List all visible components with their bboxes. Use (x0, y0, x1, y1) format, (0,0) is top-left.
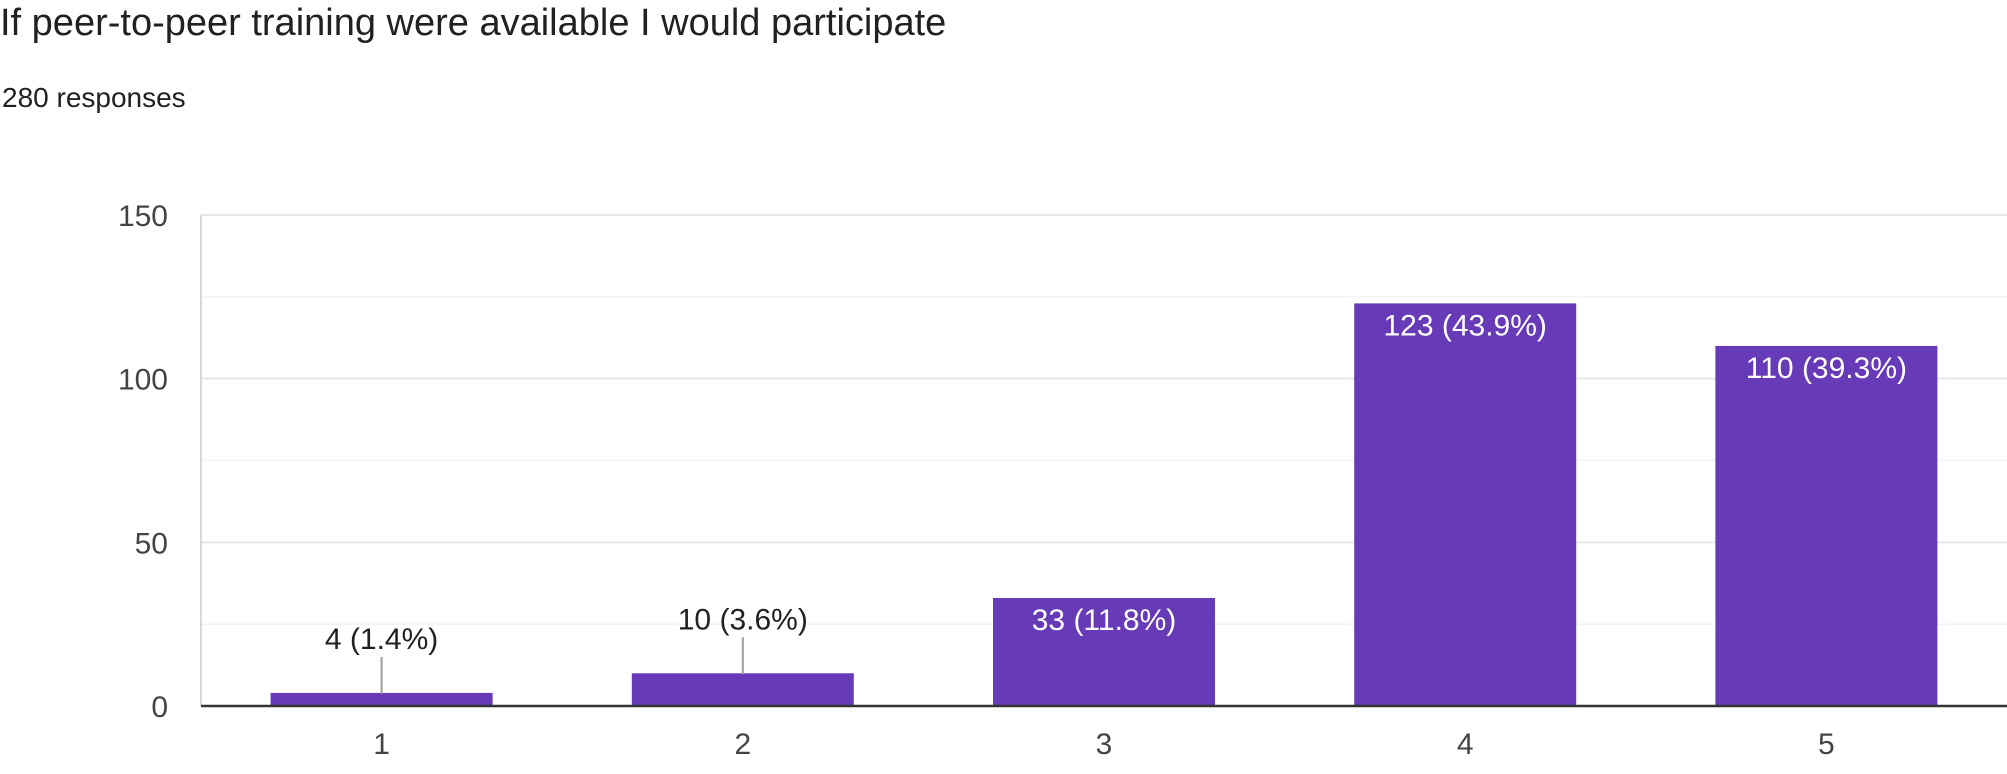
bar-4 (1354, 303, 1577, 706)
y-tick-label: 150 (118, 200, 168, 233)
data-label: 123 (43.9%) (1383, 309, 1546, 342)
x-tick-label: 2 (734, 728, 751, 761)
data-label: 33 (11.8%) (1032, 604, 1177, 637)
bar-1 (270, 692, 493, 706)
data-label: 4 (1.4%) (325, 623, 438, 656)
x-tick-label: 4 (1457, 728, 1474, 761)
x-tick-label: 3 (1096, 728, 1113, 761)
data-label: 10 (3.6%) (678, 603, 808, 636)
y-tick-label: 0 (151, 691, 168, 724)
x-tick-label: 5 (1818, 728, 1835, 761)
y-tick-label: 50 (135, 527, 168, 560)
bar-3 (993, 597, 1215, 706)
chart-title: If peer-to-peer training were available … (0, 2, 947, 44)
response-count: 280 responses (2, 82, 186, 113)
bar-2 (631, 673, 854, 706)
data-label: 110 (39.3%) (1746, 352, 1907, 385)
bar-5 (1715, 345, 1938, 706)
y-tick-label: 100 (118, 364, 168, 397)
x-tick-label: 1 (373, 728, 390, 761)
